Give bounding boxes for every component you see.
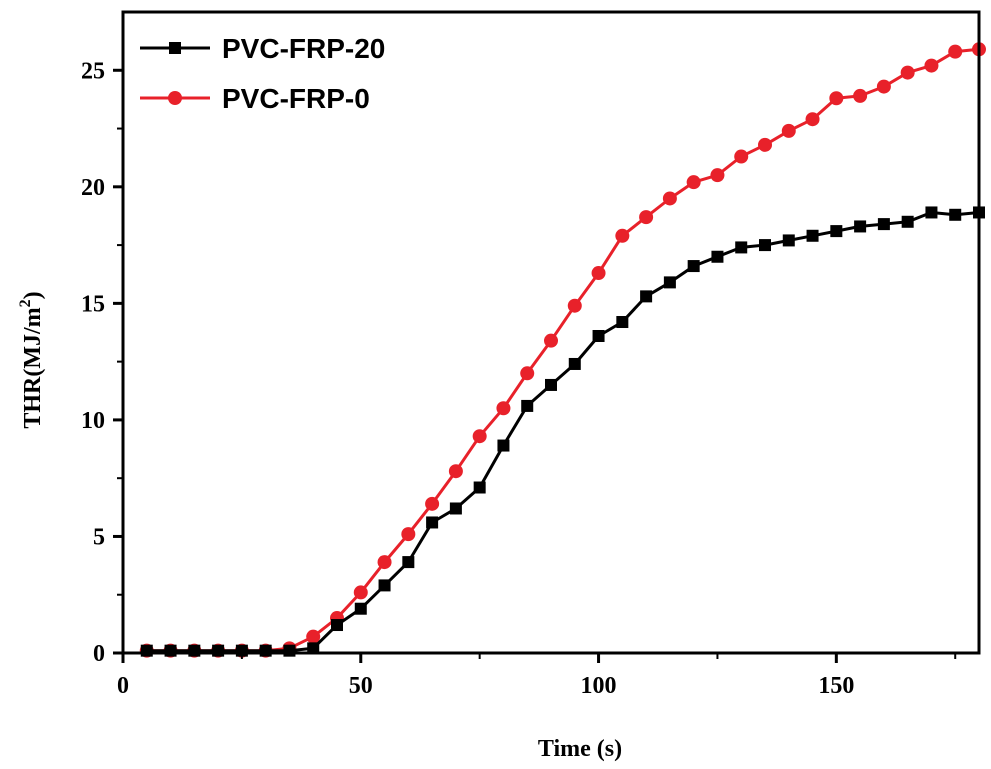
data-point-pvc-frp-20 bbox=[473, 481, 486, 494]
data-point-pvc-frp-0 bbox=[805, 112, 820, 127]
y-tick-label: 5 bbox=[93, 524, 105, 550]
series-pvc-frp-20 bbox=[140, 206, 985, 657]
data-point-pvc-frp-0 bbox=[876, 79, 891, 94]
data-point-pvc-frp-20 bbox=[140, 644, 153, 657]
series-line-pvc-frp-0 bbox=[146, 47, 980, 653]
data-point-pvc-frp-0 bbox=[948, 44, 963, 59]
data-point-pvc-frp-0 bbox=[829, 91, 844, 106]
data-point-pvc-frp-0 bbox=[306, 629, 321, 644]
x-axis-label: Time (s) bbox=[538, 736, 622, 762]
y-axis-label-superscript: 2 bbox=[17, 299, 34, 307]
data-layer bbox=[139, 42, 986, 658]
data-point-pvc-frp-0 bbox=[472, 429, 487, 444]
y-axis-label-main: THR(MJ/m bbox=[20, 307, 46, 428]
data-point-pvc-frp-20 bbox=[949, 208, 962, 221]
data-point-pvc-frp-20 bbox=[711, 250, 724, 263]
y-tick-label: 20 bbox=[81, 175, 105, 201]
data-point-pvc-frp-20 bbox=[925, 206, 938, 219]
data-point-pvc-frp-20 bbox=[877, 218, 890, 231]
series-pvc-frp-0 bbox=[139, 42, 986, 658]
y-tick-label: 0 bbox=[93, 641, 105, 667]
x-tick-label: 100 bbox=[581, 673, 617, 699]
data-point-pvc-frp-20 bbox=[331, 619, 343, 632]
data-point-pvc-frp-0 bbox=[686, 175, 701, 190]
data-point-pvc-frp-20 bbox=[568, 357, 581, 370]
data-point-pvc-frp-20 bbox=[378, 579, 391, 592]
data-point-pvc-frp-0 bbox=[520, 366, 535, 381]
y-axis-label: THR(MJ/m2) bbox=[17, 291, 46, 428]
data-point-pvc-frp-20 bbox=[759, 239, 771, 252]
x-tick-label: 0 bbox=[117, 673, 129, 699]
data-point-pvc-frp-20 bbox=[687, 260, 700, 273]
legend-label-pvc-frp-0: PVC-FRP-0 bbox=[222, 83, 370, 114]
data-point-pvc-frp-0 bbox=[662, 191, 677, 206]
data-point-pvc-frp-0 bbox=[377, 555, 392, 570]
y-axis-label-suffix: ) bbox=[20, 291, 46, 299]
data-point-pvc-frp-20 bbox=[806, 229, 819, 242]
data-point-pvc-frp-0 bbox=[615, 228, 630, 243]
data-point-pvc-frp-20 bbox=[521, 399, 534, 412]
data-point-pvc-frp-0 bbox=[758, 137, 772, 152]
x-tick-label: 50 bbox=[349, 673, 373, 699]
data-point-pvc-frp-20 bbox=[497, 439, 510, 452]
data-point-pvc-frp-20 bbox=[307, 642, 320, 655]
data-point-pvc-frp-20 bbox=[640, 290, 653, 303]
data-point-pvc-frp-20 bbox=[188, 644, 201, 657]
data-point-pvc-frp-20 bbox=[449, 502, 462, 515]
data-point-pvc-frp-20 bbox=[782, 234, 795, 247]
data-point-pvc-frp-0 bbox=[448, 464, 463, 479]
data-point-pvc-frp-0 bbox=[710, 168, 725, 183]
x-tick-label: 150 bbox=[818, 673, 854, 699]
data-point-pvc-frp-0 bbox=[924, 58, 939, 73]
y-tick-label: 15 bbox=[81, 291, 105, 317]
series-line-pvc-frp-20 bbox=[146, 211, 980, 653]
data-point-pvc-frp-20 bbox=[164, 644, 177, 657]
plot-frame bbox=[121, 10, 981, 655]
data-point-pvc-frp-0 bbox=[591, 266, 606, 281]
data-point-pvc-frp-20 bbox=[259, 644, 272, 657]
data-point-pvc-frp-0 bbox=[425, 496, 440, 511]
data-point-pvc-frp-20 bbox=[592, 329, 605, 342]
data-point-pvc-frp-20 bbox=[354, 602, 367, 615]
legend-marker-pvc-frp-0 bbox=[168, 91, 182, 105]
data-point-pvc-frp-0 bbox=[544, 333, 558, 348]
data-point-pvc-frp-20 bbox=[426, 516, 439, 529]
data-point-pvc-frp-20 bbox=[735, 241, 748, 254]
data-point-pvc-frp-20 bbox=[616, 316, 629, 329]
data-point-pvc-frp-0 bbox=[567, 298, 582, 313]
data-point-pvc-frp-20 bbox=[830, 225, 843, 238]
data-point-pvc-frp-20 bbox=[212, 644, 225, 657]
legend-label-pvc-frp-20: PVC-FRP-20 bbox=[222, 33, 385, 64]
data-point-pvc-frp-0 bbox=[781, 123, 796, 138]
legend-marker-pvc-frp-20 bbox=[169, 42, 181, 54]
data-point-pvc-frp-20 bbox=[283, 644, 296, 657]
data-point-pvc-frp-0 bbox=[401, 527, 416, 542]
ticks-layer: 0 50 100 150 0 5 10 15 20 25 bbox=[81, 58, 957, 699]
data-point-pvc-frp-20 bbox=[663, 276, 676, 289]
data-point-pvc-frp-0 bbox=[853, 88, 868, 103]
data-point-pvc-frp-0 bbox=[496, 401, 511, 416]
data-point-pvc-frp-0 bbox=[353, 585, 368, 600]
data-point-pvc-frp-20 bbox=[854, 220, 867, 233]
y-tick-label: 10 bbox=[81, 408, 105, 434]
data-point-pvc-frp-0 bbox=[734, 149, 749, 164]
data-point-pvc-frp-20 bbox=[901, 215, 914, 228]
data-point-pvc-frp-20 bbox=[545, 378, 557, 391]
data-point-pvc-frp-0 bbox=[900, 65, 915, 80]
legend: PVC-FRP-20 PVC-FRP-0 bbox=[140, 33, 385, 114]
y-tick-label: 25 bbox=[81, 58, 105, 84]
data-point-pvc-frp-20 bbox=[402, 556, 415, 569]
data-point-pvc-frp-0 bbox=[639, 210, 654, 225]
